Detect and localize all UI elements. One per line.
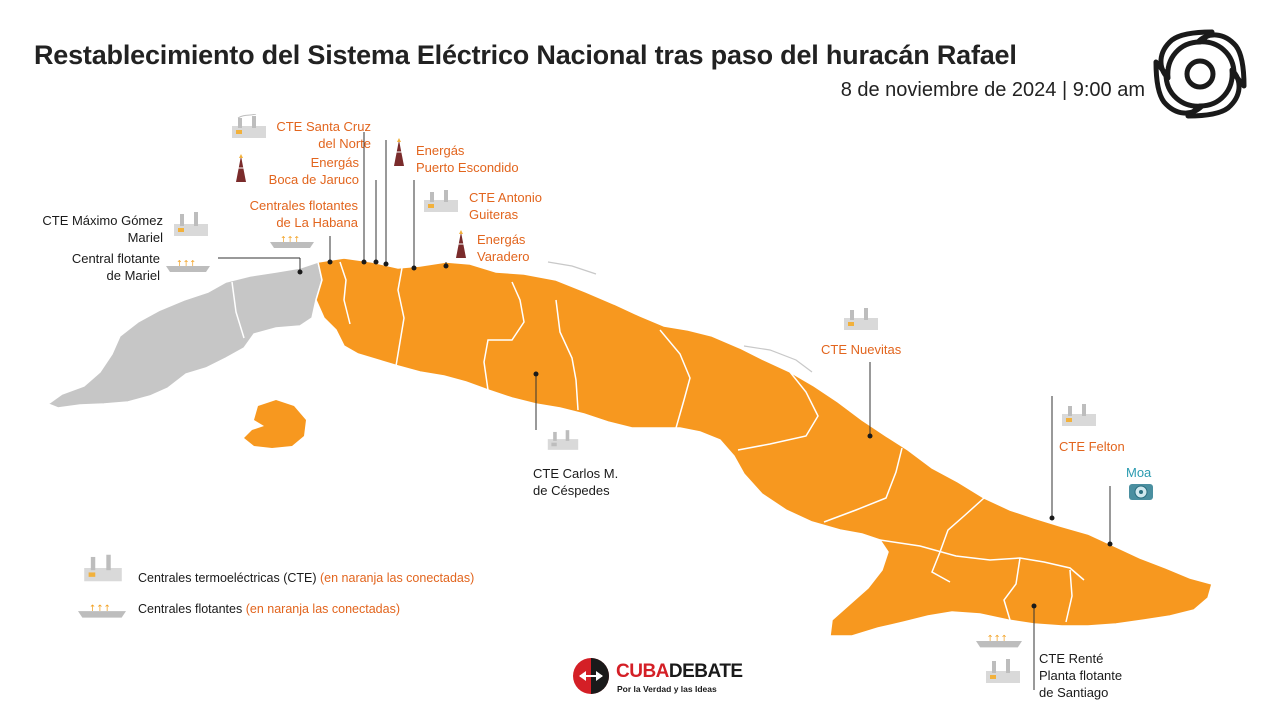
floating-plant-icon: ↑↑↑ (976, 633, 1022, 648)
legend-item-cte: Centrales termoeléctricas (CTE) (en nara… (138, 571, 475, 585)
turbine-icon (1129, 484, 1153, 500)
logo-wordmark: CUBADEBATE (616, 661, 743, 682)
page-title: Restablecimiento del Sistema Eléctrico N… (34, 40, 1017, 70)
svg-text:↑↑↑: ↑↑↑ (280, 235, 300, 244)
logo-tagline: Por la Verdad y las Ideas (617, 684, 717, 694)
thermoelectric-plant-icon (547, 430, 579, 450)
label-cte-rente: CTE Renté Planta flotante de Santiago (1039, 651, 1123, 700)
label-cte-antonio-guiteras: CTE Antonio Guiteras (469, 190, 542, 222)
gas-tower-icon (236, 154, 246, 182)
region-connected (315, 257, 1213, 637)
gas-tower-icon (394, 138, 404, 166)
floating-plant-icon: ↑↑↑ (270, 235, 314, 248)
label-cte-santa-cruz: CTE Santa Cruz del Norte (276, 119, 371, 151)
svg-text:↑↑↑: ↑↑↑ (89, 604, 111, 614)
thermoelectric-plant-icon (986, 659, 1020, 683)
cubadebate-logo (573, 658, 609, 694)
floating-plant-icon: ↑↑↑ (78, 604, 126, 618)
date-subtitle: 8 de noviembre de 2024 | 9:00 am (840, 79, 1145, 101)
thermoelectric-plant-icon (232, 114, 266, 138)
thermoelectric-plant-icon (424, 190, 458, 212)
label-energas-boca-jaruco: Energás Boca de Jaruco (268, 155, 359, 187)
label-cte-carlos-cespedes: CTE Carlos M. de Céspedes (533, 466, 619, 498)
label-energas-puerto-escondido: Energás Puerto Escondido (416, 143, 519, 175)
thermoelectric-plant-icon (1062, 404, 1096, 426)
label-moa: Moa (1126, 465, 1152, 480)
hurricane-icon (1153, 29, 1247, 119)
label-central-flotante-mariel: Central flotante de Mariel (71, 251, 160, 283)
label-energas-varadero: Energás Varadero (477, 232, 530, 264)
label-cte-nuevitas: CTE Nuevitas (821, 342, 902, 357)
thermoelectric-plant-icon (844, 308, 878, 330)
legend-item-flotantes: Centrales flotantes (en naranja las cone… (138, 602, 400, 616)
gas-tower-icon (456, 230, 466, 258)
floating-plant-icon: ↑↑↑ (166, 259, 210, 272)
region-pinar-del-rio (46, 261, 323, 409)
label-cte-maximo-gomez: CTE Máximo Gómez Mariel (42, 213, 163, 245)
label-centrales-flotantes-habana: Centrales flotantes de La Habana (249, 198, 358, 230)
svg-text:↑↑↑: ↑↑↑ (176, 259, 196, 268)
thermoelectric-plant-icon (84, 554, 122, 582)
label-cte-felton: CTE Felton (1059, 439, 1125, 454)
region-isla-juventud (244, 400, 306, 448)
svg-text:↑↑↑: ↑↑↑ (986, 633, 1007, 643)
thermoelectric-plant-icon (174, 212, 208, 236)
